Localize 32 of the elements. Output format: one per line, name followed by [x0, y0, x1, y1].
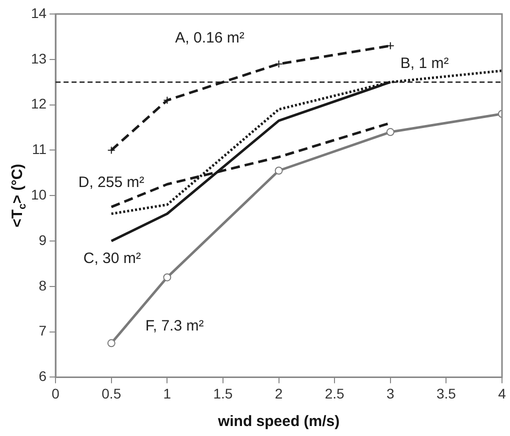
x-tick-label: 0.5 [102, 385, 122, 402]
series-label: C, 30 m² [83, 250, 141, 268]
point [163, 273, 172, 282]
point [163, 96, 172, 104]
y-tick-label: 9 [38, 232, 47, 248]
y-tick-label: 13 [30, 50, 47, 66]
series-label: F, 7.3 m² [145, 317, 204, 334]
x-tick-label: 2.5 [324, 385, 345, 402]
x-tick-label: 3.5 [436, 385, 456, 402]
x-axis-title: wind speed (m/s) [216, 413, 340, 430]
point [274, 166, 283, 175]
y-tick-label: 7 [38, 322, 47, 339]
series-label: D, 255 m² [78, 174, 144, 192]
series-label: A, 0.16 m² [175, 29, 244, 46]
point [386, 128, 394, 136]
y-tick-label: 11 [32, 141, 47, 158]
series-label: B, 1 m² [400, 55, 449, 72]
y-tick-label: 14 [30, 4, 47, 21]
x-tick-label: 2 [274, 385, 283, 402]
x-tick-label: 1 [163, 385, 172, 402]
point [107, 339, 116, 348]
point [274, 60, 283, 68]
x-tick-label: 4 [498, 385, 506, 402]
y-tick-label: 12 [30, 96, 47, 112]
y-tick-label: 10 [30, 186, 47, 202]
point [107, 146, 116, 154]
y-tick-label: 6 [38, 368, 47, 384]
x-tick-label: 1.5 [213, 385, 233, 402]
y-axis-title: <Tc> (°C) [9, 164, 28, 228]
x-tick-label: 0 [52, 385, 60, 402]
y-tick-label: 8 [38, 277, 47, 294]
x-tick-label: 3 [386, 385, 394, 402]
